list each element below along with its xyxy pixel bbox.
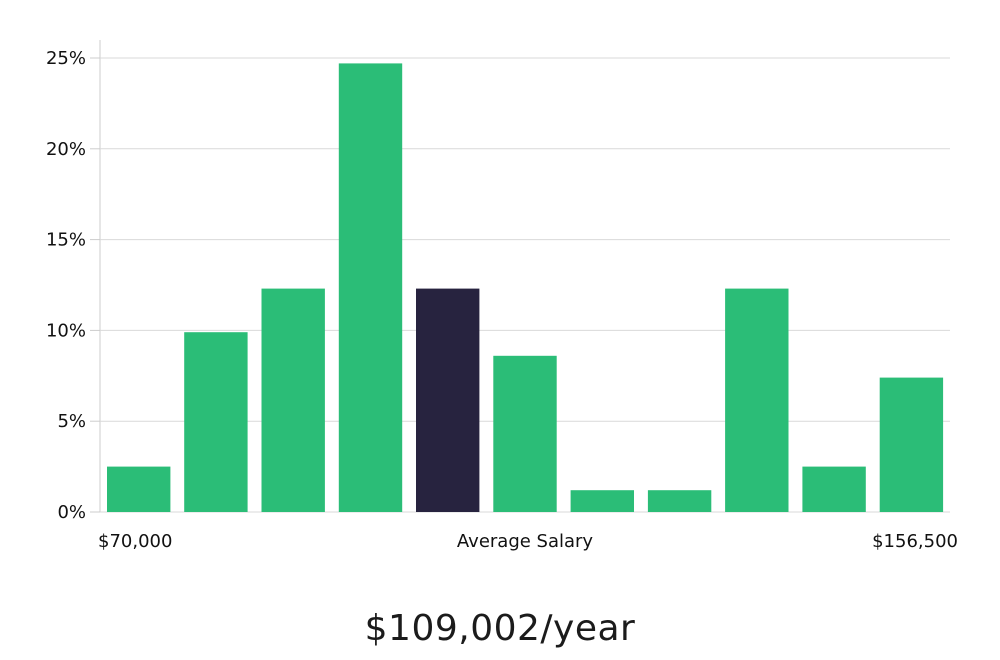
bar xyxy=(261,288,325,512)
bar xyxy=(107,466,171,512)
bar xyxy=(879,377,944,512)
bar xyxy=(570,490,634,512)
y-tick-label: 10% xyxy=(46,320,86,341)
bars xyxy=(107,63,944,513)
y-tick-label: 20% xyxy=(46,139,86,160)
y-axis-ticks: 0% 5% 10% 15% 20% 25% xyxy=(46,48,100,523)
y-tick-label: 25% xyxy=(46,48,86,69)
bar xyxy=(647,490,712,512)
bar-average-highlight xyxy=(416,288,480,512)
bar xyxy=(184,332,248,512)
bar xyxy=(802,466,866,512)
average-salary-value: $109,002/year xyxy=(364,608,636,649)
bar xyxy=(493,355,557,512)
salary-histogram: 0%5%10%15%20%25% $70,000 Average Salary … xyxy=(46,40,958,552)
x-label-average: Average Salary xyxy=(457,531,594,552)
y-tick-label: 0% xyxy=(57,502,86,523)
x-label-min: $70,000 xyxy=(98,531,172,552)
bar xyxy=(338,63,403,513)
y-tick-label: 15% xyxy=(46,230,86,251)
bar xyxy=(725,288,789,512)
y-tick-label: 5% xyxy=(57,411,86,432)
x-label-max: $156,500 xyxy=(872,531,958,552)
